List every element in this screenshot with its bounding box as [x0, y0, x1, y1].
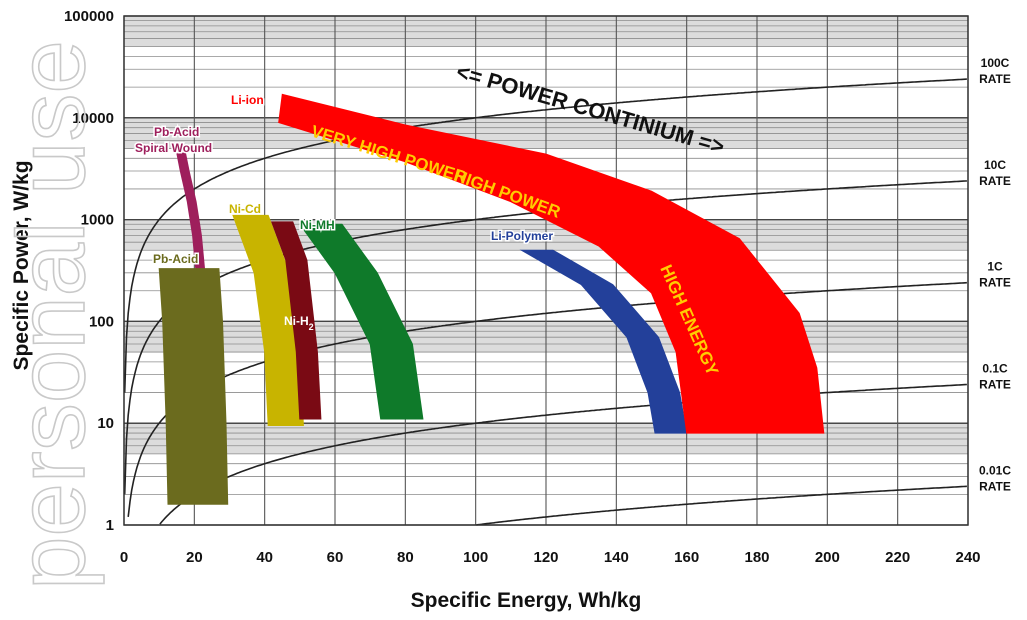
grid	[123, 15, 969, 526]
c-rate-label: 0.01C	[979, 463, 1011, 477]
c-rate-curve	[159, 383, 967, 525]
c-rate-label: 1C	[987, 260, 1003, 274]
y-tick-label: 100000	[64, 8, 114, 25]
y-tick-label: 10	[97, 415, 114, 432]
battery-regions	[158, 93, 825, 505]
region-label: Spiral Wound	[135, 141, 212, 155]
region-label-halo: Li-ion	[231, 93, 264, 107]
x-tick-label: 20	[186, 549, 203, 566]
x-tick-label: 180	[744, 549, 769, 566]
x-tick-label: 240	[955, 549, 980, 566]
x-tick-label: 60	[327, 549, 344, 566]
y-tick-label: 1	[106, 517, 114, 534]
c-rate-label: RATE	[979, 72, 1011, 86]
c-rate-label: RATE	[979, 276, 1011, 290]
x-tick-label: 40	[256, 549, 273, 566]
region-label: Ni-MH	[300, 218, 335, 232]
y-tick-label: 10000	[72, 110, 114, 127]
x-tick-label: 140	[604, 549, 629, 566]
watermark: personal use	[0, 40, 105, 590]
c-rate-curve	[476, 485, 967, 526]
region-label-halo: Ni-MH	[300, 218, 335, 232]
region-label-subscript: 2	[309, 322, 314, 332]
c-rate-label: RATE	[979, 174, 1011, 188]
c-rate-curve	[123, 78, 967, 393]
y-axis-title: Specific Power, W/kg	[10, 160, 33, 370]
c-rate-label: 10C	[984, 158, 1006, 172]
c-rate-label: 0.1C	[982, 361, 1008, 375]
x-axis-title: Specific Energy, Wh/kg	[411, 589, 642, 612]
region-ni-h2	[270, 221, 322, 420]
c-rate-label: 100C	[981, 56, 1010, 70]
axes: 0 20 40 60 80 100 120 140 160 180 200 220 240 1 10 100 1…	[64, 8, 981, 566]
x-tick-label: 120	[533, 549, 558, 566]
region-ni-cd	[232, 214, 304, 426]
x-tick-label: 100	[463, 549, 488, 566]
region-label-halo: Spiral Wound	[135, 141, 212, 155]
y-tick-label: 100	[89, 313, 114, 330]
x-tick-label: 200	[815, 549, 840, 566]
region-label: Ni-Cd	[229, 202, 261, 216]
x-tick-label: 220	[885, 549, 910, 566]
c-rate-label: RATE	[979, 479, 1011, 493]
region-pb-acid	[158, 268, 229, 505]
region-li-ion	[278, 93, 825, 434]
x-tick-label: 160	[674, 549, 699, 566]
region-label-halo: Pb-Acid	[154, 125, 199, 139]
region-ni-mh	[298, 223, 424, 420]
region-label: Ni-H2	[284, 314, 314, 332]
region-label: Li-ion	[231, 93, 264, 107]
x-tick-label: 0	[120, 549, 128, 566]
region-label: Li-Polymer	[491, 229, 553, 243]
region-label-halo: Li-Polymer	[491, 229, 553, 243]
c-rate-label: RATE	[979, 377, 1011, 391]
x-tick-label: 80	[397, 549, 414, 566]
region-label-halo: Ni-Cd	[229, 202, 261, 216]
plot-frame	[123, 15, 969, 526]
y-tick-label: 1000	[81, 212, 114, 229]
region-label: Pb-Acid	[154, 125, 199, 139]
region-label: Pb-Acid	[153, 252, 198, 266]
region-label-halo: Pb-Acid	[153, 252, 198, 266]
